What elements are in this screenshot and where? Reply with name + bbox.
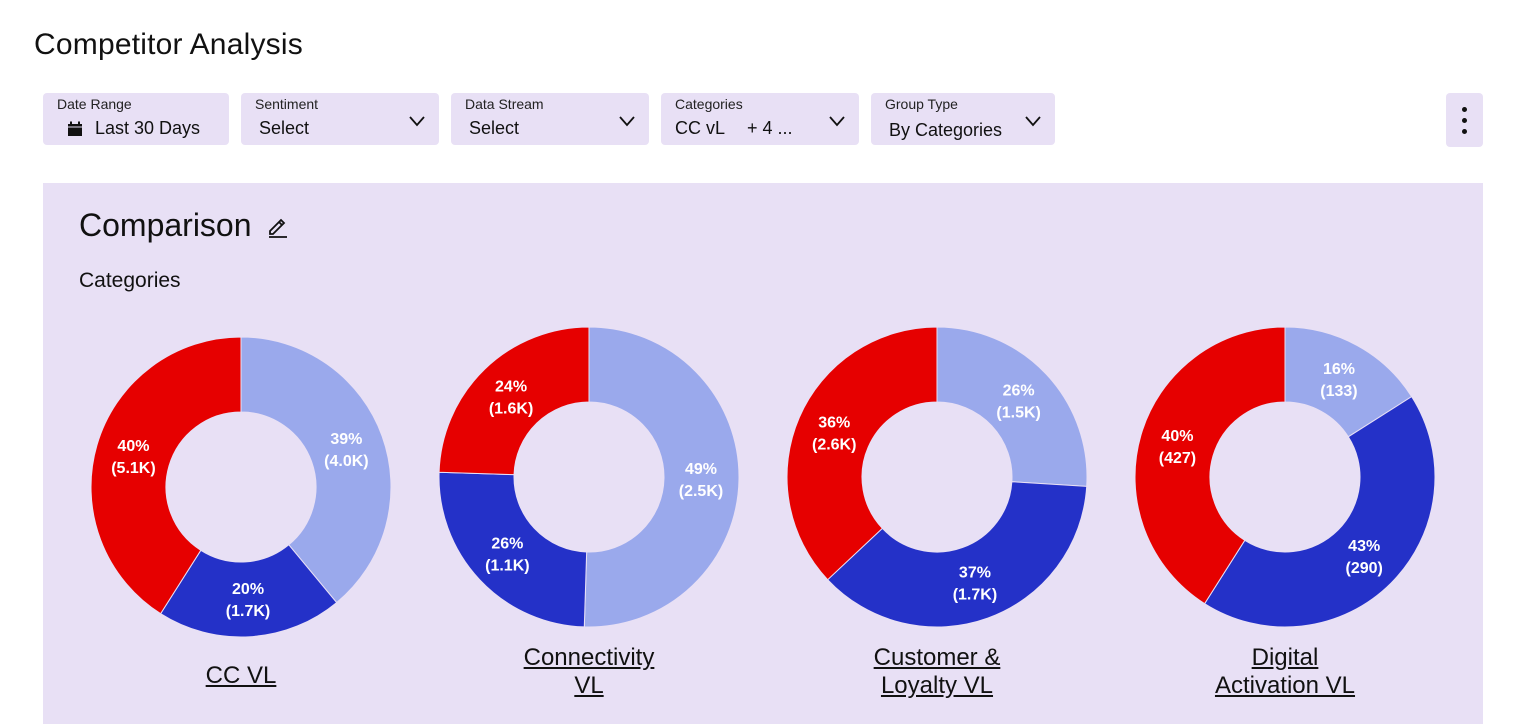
slice-label: 26% (1.1K) <box>485 536 529 575</box>
donut-svg: 39% (4.0K) 20% (1.7K) 40% (5.1K) <box>90 336 392 638</box>
slice-percent: 40% <box>1161 428 1193 445</box>
donut-slice[interactable] <box>826 481 1088 628</box>
slice-label: 39% (4.0K) <box>324 431 368 470</box>
more-dot <box>1462 117 1467 123</box>
slice-percent: 37% <box>959 564 991 581</box>
group-type-value: By Categories <box>889 120 1003 140</box>
slice-percent: 43% <box>1348 538 1380 555</box>
slice-label: 37% (1.7K) <box>953 564 997 603</box>
chart-title-line: Loyalty VL <box>880 672 994 699</box>
slice-value: (2.6K) <box>812 437 856 454</box>
donut-slice[interactable] <box>90 336 242 615</box>
slice-value: (5.1K) <box>111 460 155 477</box>
slice-percent: 26% <box>491 536 523 553</box>
chart-title-line: Activation VL <box>1214 672 1356 699</box>
chevron-down-icon <box>619 116 635 127</box>
slice-value: (427) <box>1159 450 1196 467</box>
chart-title-link[interactable]: Digital Activation VL <box>1175 644 1395 700</box>
date-range-filter[interactable]: Date Range Last 30 Days <box>43 93 229 145</box>
slice-label: 40% (427) <box>1159 428 1196 467</box>
donut-chart: 16% (133) 43% (290) 40% (427) <box>1134 326 1436 628</box>
slice-value: (133) <box>1320 383 1357 400</box>
sentiment-value: Select <box>259 118 310 138</box>
donut-slice[interactable] <box>583 326 740 628</box>
slice-value: (1.6K) <box>489 401 533 418</box>
slice-label: 40% (5.1K) <box>111 438 155 477</box>
group-type-dropdown[interactable]: Group Type By Categories <box>871 93 1055 145</box>
donut-svg: 16% (133) 43% (290) 40% (427) <box>1134 326 1436 628</box>
panel-subtitle: Categories <box>79 269 181 292</box>
data-stream-label: Data Stream <box>465 96 544 112</box>
group-type-label: Group Type <box>885 96 958 112</box>
slice-percent: 40% <box>117 438 149 455</box>
donut-slice[interactable] <box>1134 326 1286 605</box>
slice-value: (1.7K) <box>226 603 270 620</box>
slice-value: (1.7K) <box>953 586 997 603</box>
categories-dropdown[interactable]: Categories CC vL + 4 ... <box>661 93 859 145</box>
slice-percent: 16% <box>1323 361 1355 378</box>
slice-percent: 39% <box>330 431 362 448</box>
categories-value: CC vL <box>675 118 726 138</box>
chart-title-line: VL <box>574 672 604 699</box>
page-title: Competitor Analysis <box>34 28 303 61</box>
chart-title-line: Digital <box>1251 644 1319 671</box>
slice-value: (1.1K) <box>485 558 529 575</box>
slice-percent: 26% <box>1003 382 1035 399</box>
slice-percent: 49% <box>685 461 717 478</box>
slice-value: (4.0K) <box>324 453 368 470</box>
donut-slice[interactable] <box>438 326 590 476</box>
more-dot <box>1462 106 1467 112</box>
date-range-label: Date Range <box>57 96 132 112</box>
donut-slice[interactable] <box>786 326 938 581</box>
calendar-icon <box>68 121 82 136</box>
sentiment-dropdown[interactable]: Sentiment Select <box>241 93 439 145</box>
categories-extra-count: + 4 ... <box>747 118 793 138</box>
more-options-button[interactable] <box>1446 93 1483 147</box>
slice-percent: 24% <box>495 379 527 396</box>
slice-label: 24% (1.6K) <box>489 379 533 418</box>
donut-slice[interactable] <box>159 544 338 638</box>
categories-label: Categories <box>675 96 743 112</box>
slice-label: 36% (2.6K) <box>812 415 856 454</box>
data-stream-dropdown[interactable]: Data Stream Select <box>451 93 649 145</box>
edit-pencil-icon[interactable] <box>266 214 290 238</box>
donut-chart: 26% (1.5K) 37% (1.7K) 36% (2.6K) <box>786 326 1088 628</box>
comparison-title: Comparison <box>79 207 252 243</box>
comparison-panel: Comparison Categories <box>43 183 1483 724</box>
sentiment-label: Sentiment <box>255 96 319 112</box>
chart-title-link[interactable]: CC VL <box>131 662 351 690</box>
slice-label: 49% (2.5K) <box>679 461 723 500</box>
more-dot <box>1462 128 1467 134</box>
donut-slice[interactable] <box>438 471 588 628</box>
slice-value: (290) <box>1346 560 1383 577</box>
panel-title: Comparison <box>79 207 290 244</box>
donut-chart: 49% (2.5K) 26% (1.1K) 24% (1.6K) <box>438 326 740 628</box>
slice-percent: 36% <box>818 415 850 432</box>
slice-label: 26% (1.5K) <box>996 382 1040 421</box>
chart-title-line: Connectivity <box>523 644 655 671</box>
donut-svg: 26% (1.5K) 37% (1.7K) 36% (2.6K) <box>786 326 1088 628</box>
donut-slice[interactable] <box>1203 395 1436 628</box>
chart-title-link[interactable]: Connectivity VL <box>479 644 699 700</box>
donut-chart: 39% (4.0K) 20% (1.7K) 40% (5.1K) <box>90 336 392 638</box>
chart-title-line: Customer & <box>873 644 1001 671</box>
slice-value: (2.5K) <box>679 483 723 500</box>
donut-slice[interactable] <box>936 326 1088 487</box>
slice-label: 20% (1.7K) <box>226 581 270 620</box>
slice-percent: 20% <box>232 581 264 598</box>
slice-label: 16% (133) <box>1320 361 1357 400</box>
date-range-value: Last 30 Days <box>95 118 201 138</box>
chevron-down-icon <box>1025 116 1041 127</box>
chevron-down-icon <box>409 116 425 127</box>
donut-slice[interactable] <box>240 336 392 604</box>
slice-value: (1.5K) <box>996 404 1040 421</box>
chart-title-line: CC VL <box>205 662 277 689</box>
chart-title-link[interactable]: Customer & Loyalty VL <box>827 644 1047 700</box>
chevron-down-icon <box>829 116 845 127</box>
donut-svg: 49% (2.5K) 26% (1.1K) 24% (1.6K) <box>438 326 740 628</box>
data-stream-value: Select <box>469 118 520 138</box>
slice-label: 43% (290) <box>1346 538 1383 577</box>
